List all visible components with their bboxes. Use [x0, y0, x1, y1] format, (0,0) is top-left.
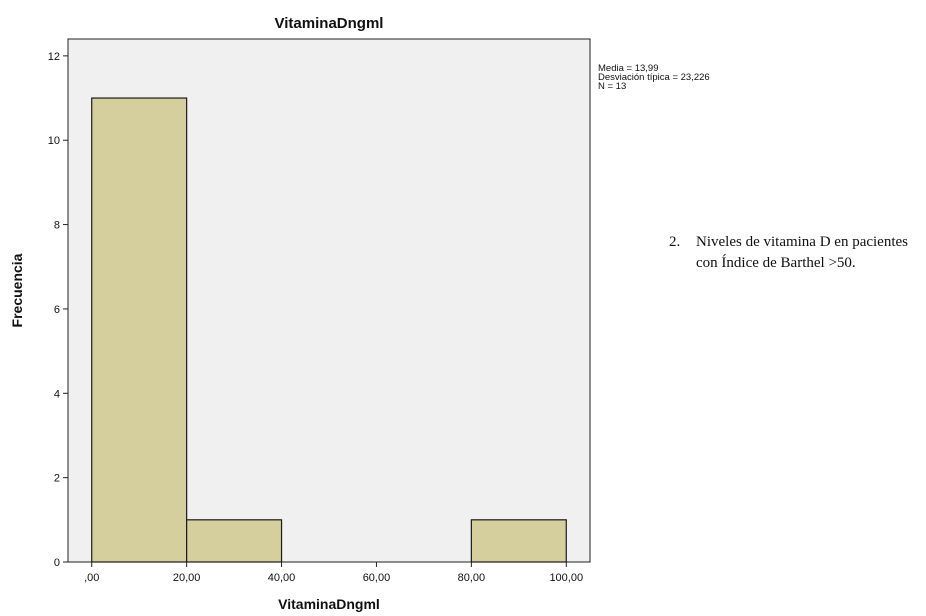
histogram-bar-1	[91, 97, 188, 563]
figure-caption: 2. Niveles de vitamina D en pacientes co…	[669, 232, 926, 274]
x-tick-label: 60,00	[363, 572, 391, 584]
y-tick-label: 4	[54, 388, 60, 400]
histogram-bar-2	[186, 519, 283, 563]
x-axis-label: VitaminaDngml	[278, 596, 380, 612]
y-axis-label: Frecuencia	[9, 253, 25, 327]
x-tick-label: ,00	[84, 572, 99, 584]
y-tick-label: 6	[54, 304, 60, 316]
x-tick-label: 100,00	[549, 572, 583, 584]
statistics-box: Media = 13,99 Desviación típica = 23,226…	[598, 63, 710, 92]
caption-number: 2.	[669, 234, 681, 250]
y-tick-label: 10	[48, 135, 60, 147]
chart-title: VitaminaDngml	[275, 15, 384, 32]
y-tick-label: 0	[54, 557, 60, 569]
y-tick-label: 2	[54, 473, 60, 485]
stat-n: N = 13	[598, 81, 627, 92]
x-tick-label: 80,00	[458, 572, 486, 584]
stat-mean: Media = 13,99	[598, 63, 659, 74]
x-tick-label: 20,00	[173, 572, 201, 584]
y-tick-label: 8	[54, 220, 60, 232]
x-tick-label: 40,00	[268, 572, 296, 584]
histogram-bar-5	[470, 519, 567, 563]
y-tick-label: 12	[48, 51, 60, 63]
caption-text: Niveles de vitamina D en pacientes con Í…	[696, 234, 909, 271]
stat-std-dev: Desviación típica = 23,226	[598, 72, 710, 83]
